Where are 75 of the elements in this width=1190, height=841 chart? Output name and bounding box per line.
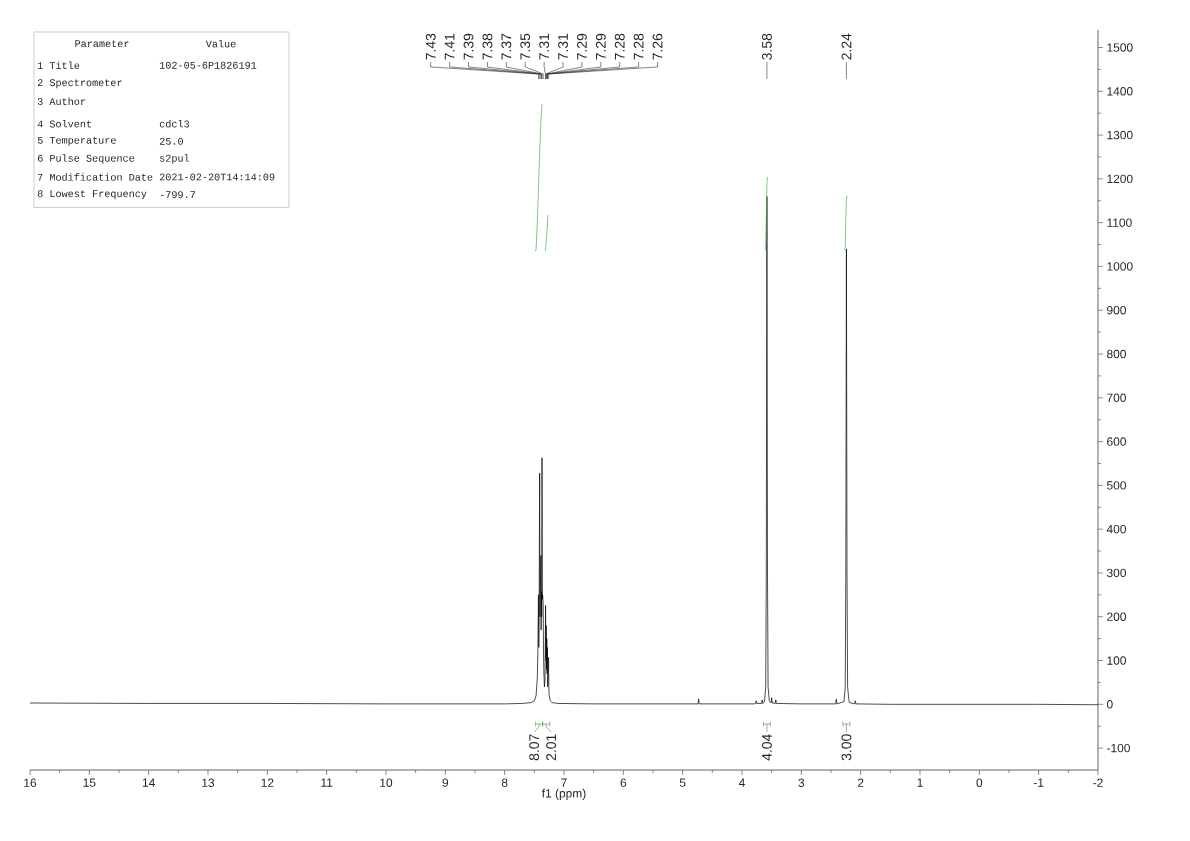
x-tick-label: 3 xyxy=(798,778,805,787)
y-tick-label: 200 xyxy=(1107,612,1126,621)
annotation: 7.29 xyxy=(576,33,587,60)
x-tick-label: 9 xyxy=(442,778,449,787)
line-series xyxy=(844,195,848,251)
line-series xyxy=(764,176,768,251)
annotation: 3 Author xyxy=(37,97,86,106)
annotation: 1 Title xyxy=(37,61,80,70)
annotation: 7.35 xyxy=(520,33,531,60)
annotation: s2pul xyxy=(160,154,190,164)
y-tick-label: 1500 xyxy=(1107,43,1133,52)
x-tick-label: 0 xyxy=(976,778,983,787)
y-tick-label: 1400 xyxy=(1107,87,1133,96)
y-tick-label: 700 xyxy=(1107,393,1126,403)
annotation: 7.28 xyxy=(633,33,644,60)
x-tick-label: 5 xyxy=(679,778,686,787)
annotation: 3.58 xyxy=(761,33,772,60)
annotation: 7.39 xyxy=(463,33,474,60)
annotation: 6 Pulse Sequence xyxy=(37,154,135,164)
annotation: 25.0 xyxy=(159,137,183,145)
y-tick-label: 100 xyxy=(1107,656,1126,665)
x-tick-label: 10 xyxy=(380,778,393,787)
annotation: 3.00 xyxy=(841,734,852,761)
x-tick-label: 11 xyxy=(321,778,333,787)
annotation: 2.01 xyxy=(546,734,557,761)
y-tick-label: 900 xyxy=(1107,306,1126,315)
x-tick-label: 12 xyxy=(261,778,274,787)
x-tick-label: 6 xyxy=(620,778,627,787)
y-tick-label: 400 xyxy=(1106,524,1126,534)
annotation: Value xyxy=(205,39,236,48)
annotation: 7.41 xyxy=(444,33,455,60)
y-tick-label: 500 xyxy=(1106,481,1126,490)
annotation: 2.24 xyxy=(841,33,852,60)
y-tick-label: 1300 xyxy=(1107,130,1133,140)
annotation: 4 Solvent xyxy=(37,119,92,128)
x-axis-title: f1 (ppm) xyxy=(541,788,586,800)
annotation: 7.28 xyxy=(614,33,625,60)
x-tick-label: 16 xyxy=(24,778,37,787)
annotation: -799.7 xyxy=(160,191,195,199)
annotation: 2021-02-20T14:14:09 xyxy=(159,173,275,181)
annotation: 7.31 xyxy=(539,33,550,60)
annotation: 7.26 xyxy=(652,33,663,60)
annotation: 8 Lowest Frequency xyxy=(37,190,147,200)
x-tick-label: 4 xyxy=(738,778,745,787)
annotation: 7.37 xyxy=(501,33,512,60)
y-tick-label: 0 xyxy=(1106,700,1113,709)
annotation: 7.43 xyxy=(425,33,436,60)
y-tick-label: -100 xyxy=(1107,743,1130,753)
y-tick-label: 1100 xyxy=(1107,218,1132,227)
annotation: 5 Temperature xyxy=(37,136,116,146)
x-tick-label: -2 xyxy=(1093,778,1103,787)
x-tick-label: 7 xyxy=(561,778,567,787)
annotation: cdcl3 xyxy=(159,119,190,128)
y-tick-label: 800 xyxy=(1107,349,1126,359)
x-tick-label: 14 xyxy=(142,778,155,787)
x-tick-label: 13 xyxy=(202,778,215,787)
line-series xyxy=(544,214,549,252)
annotation: 2 Spectrometer xyxy=(37,79,122,89)
y-tick-label: 1200 xyxy=(1107,174,1133,184)
y-tick-label: 600 xyxy=(1107,437,1126,446)
x-tick-label: 15 xyxy=(83,778,96,787)
annotation: Parameter xyxy=(75,40,129,48)
x-tick-label: 1 xyxy=(917,778,923,787)
annotation: 7 Modification Date xyxy=(37,173,153,181)
annotation: 102-05-6P1826191 xyxy=(159,61,257,69)
x-tick-label: -1 xyxy=(1033,778,1044,787)
y-tick-label: 300 xyxy=(1106,568,1126,578)
annotation: 8.07 xyxy=(529,734,540,761)
annotation: 7.38 xyxy=(482,33,493,60)
y-tick-label: 1000 xyxy=(1107,262,1133,271)
annotation: 7.31 xyxy=(558,33,568,60)
x-tick-label: 8 xyxy=(501,778,508,787)
annotation: 7.29 xyxy=(595,33,606,60)
x-tick-label: 2 xyxy=(857,778,864,787)
annotation: 4.04 xyxy=(761,734,772,761)
